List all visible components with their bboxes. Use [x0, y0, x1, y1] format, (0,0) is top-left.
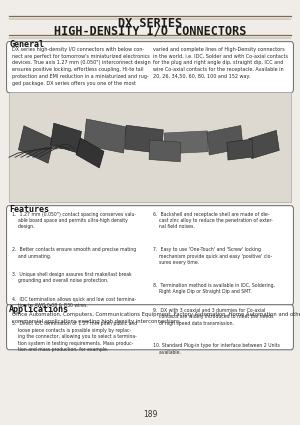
Bar — [9, 144, 291, 150]
Text: 7.  Easy to use 'One-Touch' and 'Screw' locking
    mechanism provide quick and : 7. Easy to use 'One-Touch' and 'Screw' l… — [153, 247, 272, 265]
Bar — [9, 173, 291, 179]
Bar — [9, 185, 291, 190]
FancyBboxPatch shape — [76, 138, 104, 168]
Bar — [9, 133, 291, 139]
Text: Features: Features — [9, 205, 49, 214]
FancyBboxPatch shape — [84, 119, 126, 153]
Bar — [9, 127, 291, 133]
Bar — [9, 139, 291, 144]
Bar — [9, 104, 291, 110]
FancyBboxPatch shape — [9, 92, 291, 202]
FancyBboxPatch shape — [7, 206, 293, 305]
Bar — [9, 191, 291, 196]
Bar — [9, 196, 291, 202]
Bar — [9, 116, 291, 121]
Text: 6.  Backshell and receptacle shell are made of die-
    cast zinc alloy to reduc: 6. Backshell and receptacle shell are ma… — [153, 212, 273, 230]
FancyBboxPatch shape — [125, 125, 163, 153]
Text: DX SERIES: DX SERIES — [118, 17, 182, 30]
Text: 2.  Better contacts ensure smooth and precise mating
    and unmating.: 2. Better contacts ensure smooth and pre… — [12, 247, 136, 259]
Text: 9.  DX with 3 coaxial and 3 dummies for Co-axial
    contacts are widely introdu: 9. DX with 3 coaxial and 3 dummies for C… — [153, 308, 274, 326]
Text: Applications: Applications — [9, 305, 69, 314]
Text: 1.  1.27 mm (0.050") contact spacing conserves valu-
    able board space and pe: 1. 1.27 mm (0.050") contact spacing cons… — [12, 212, 136, 230]
Text: 4.  IDC termination allows quick and low cost termina-
    tion to AWG 0.08 & B3: 4. IDC termination allows quick and low … — [12, 297, 136, 308]
Bar — [9, 110, 291, 115]
Text: 189: 189 — [143, 410, 157, 419]
Bar — [9, 122, 291, 127]
Text: 5.  Direct IDC termination of 1.27 mm pitch public and
    loose piece contacts : 5. Direct IDC termination of 1.27 mm pit… — [12, 321, 137, 352]
Text: DX series high-density I/O connectors with below con-
nect are perfect for tomor: DX series high-density I/O connectors wi… — [12, 47, 151, 86]
FancyBboxPatch shape — [7, 42, 293, 93]
FancyBboxPatch shape — [207, 125, 243, 155]
Text: 8.  Termination method is available in IDC, Soldering,
    Right Angle Dip or St: 8. Termination method is available in ID… — [153, 283, 275, 295]
Bar — [9, 150, 291, 156]
Bar — [9, 167, 291, 173]
Text: varied and complete lines of High-Density connectors
in the world, i.e. IDC, Sol: varied and complete lines of High-Densit… — [153, 47, 288, 79]
FancyBboxPatch shape — [18, 126, 54, 163]
FancyBboxPatch shape — [51, 123, 81, 153]
Bar — [9, 179, 291, 184]
Text: Office Automation, Computers, Communications Equipment, Factory Automation, Home: Office Automation, Computers, Communicat… — [12, 312, 300, 324]
Bar — [9, 87, 291, 92]
Text: 10. Standard Plug-in type for interface between 2 Units
    available.: 10. Standard Plug-in type for interface … — [153, 343, 280, 355]
FancyBboxPatch shape — [164, 131, 208, 154]
FancyBboxPatch shape — [227, 139, 253, 160]
FancyBboxPatch shape — [7, 305, 293, 350]
FancyBboxPatch shape — [149, 140, 181, 162]
Bar — [9, 156, 291, 162]
Bar — [9, 162, 291, 167]
Bar — [9, 93, 291, 98]
Text: General: General — [9, 40, 44, 49]
Text: 3.  Unique shell design assures first make/last break
    grounding and overall : 3. Unique shell design assures first mak… — [12, 272, 132, 283]
Bar — [9, 98, 291, 104]
Text: HIGH-DENSITY I/O CONNECTORS: HIGH-DENSITY I/O CONNECTORS — [54, 24, 246, 37]
FancyBboxPatch shape — [249, 130, 279, 159]
